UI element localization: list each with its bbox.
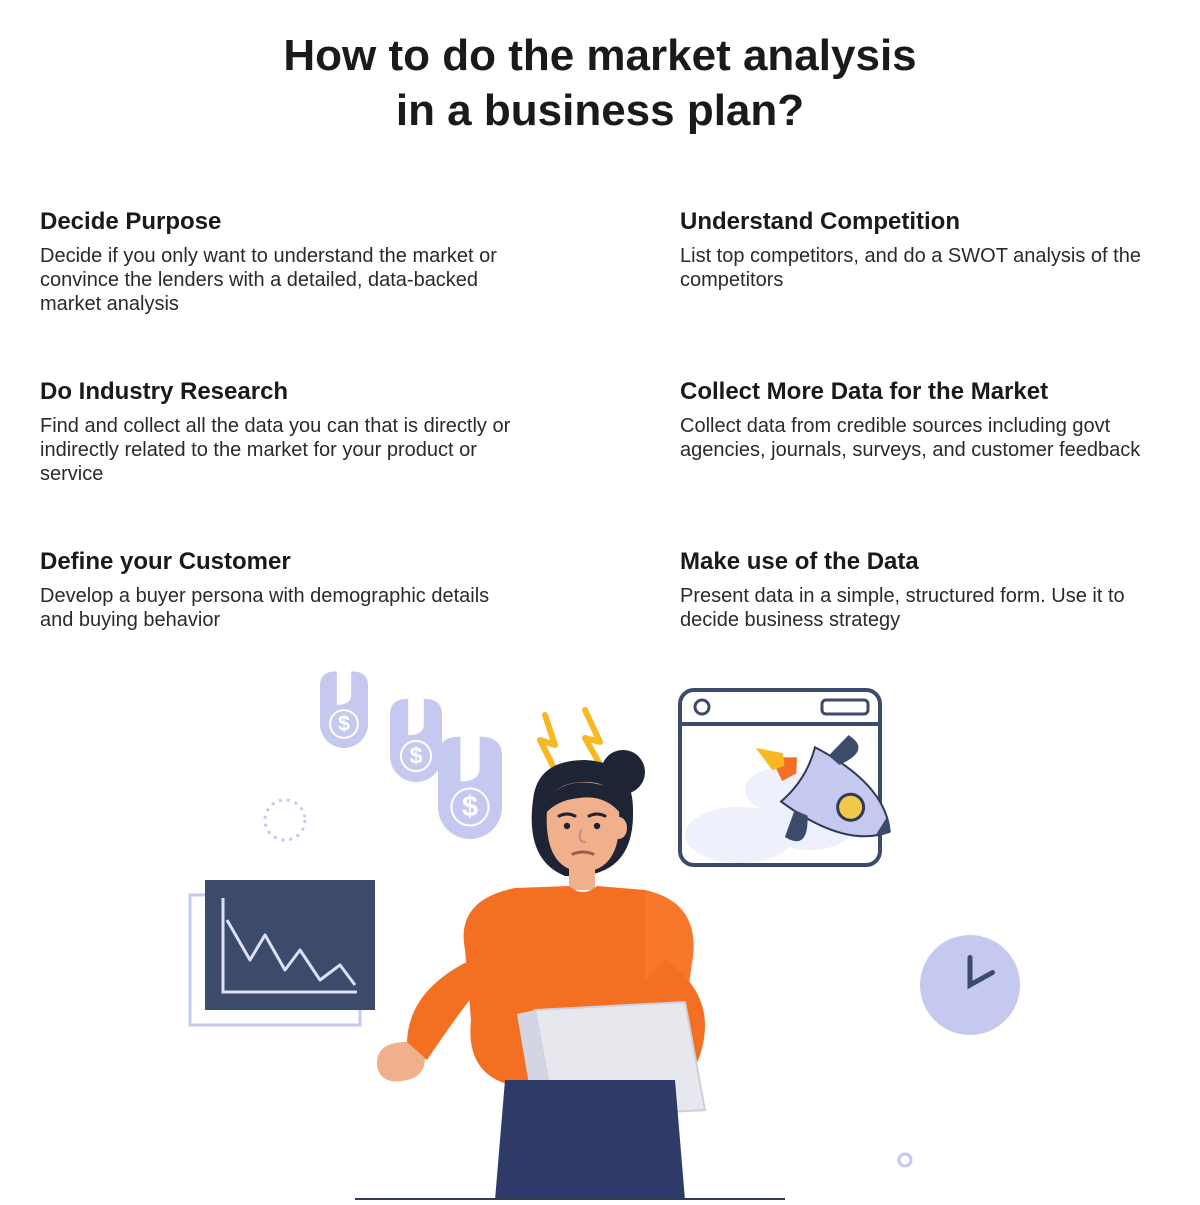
illustration: $ $ $	[0, 670, 1200, 1200]
dollar-drop-icon: $	[320, 671, 368, 748]
spark-icon	[540, 715, 555, 770]
item-heading: Do Industry Research	[40, 378, 520, 406]
item-body: Decide if you only want to understand th…	[40, 244, 520, 316]
item-body: Collect data from credible sources inclu…	[680, 414, 1160, 462]
item-body: Find and collect all the data you can th…	[40, 414, 520, 486]
illustration-svg: $ $ $	[0, 670, 1200, 1200]
item-body: Present data in a simple, structured for…	[680, 584, 1160, 632]
svg-text:$: $	[338, 711, 350, 736]
item-decide-purpose: Decide Purpose Decide if you only want t…	[40, 208, 520, 316]
page-title: How to do the market analysis in a busin…	[0, 0, 1200, 138]
item-heading: Collect More Data for the Market	[680, 378, 1160, 406]
dollar-drop-icon: $	[438, 737, 502, 839]
item-understand-competition: Understand Competition List top competit…	[680, 208, 1160, 316]
clock-icon	[920, 935, 1020, 1035]
title-line-2: in a business plan?	[396, 86, 804, 135]
svg-text:$: $	[462, 791, 478, 823]
item-heading: Decide Purpose	[40, 208, 520, 236]
browser-rocket-icon	[680, 690, 921, 883]
ring-icon	[899, 1154, 911, 1166]
title-line-1: How to do the market analysis	[283, 31, 916, 80]
item-body: Develop a buyer persona with demographic…	[40, 584, 520, 632]
item-heading: Make use of the Data	[680, 548, 1160, 576]
items-grid: Decide Purpose Decide if you only want t…	[0, 138, 1200, 632]
dollar-drop-icon: $	[390, 699, 442, 782]
chart-panel-icon	[190, 880, 375, 1025]
item-heading: Understand Competition	[680, 208, 1160, 236]
item-body: List top competitors, and do a SWOT anal…	[680, 244, 1160, 292]
item-heading: Define your Customer	[40, 548, 520, 576]
svg-text:$: $	[409, 742, 422, 768]
item-collect-data: Collect More Data for the Market Collect…	[680, 378, 1160, 486]
item-define-customer: Define your Customer Develop a buyer per…	[40, 548, 520, 632]
item-use-data: Make use of the Data Present data in a s…	[680, 548, 1160, 632]
spark-icon	[585, 710, 602, 768]
dotted-circle-icon	[265, 800, 305, 840]
item-industry-research: Do Industry Research Find and collect al…	[40, 378, 520, 486]
